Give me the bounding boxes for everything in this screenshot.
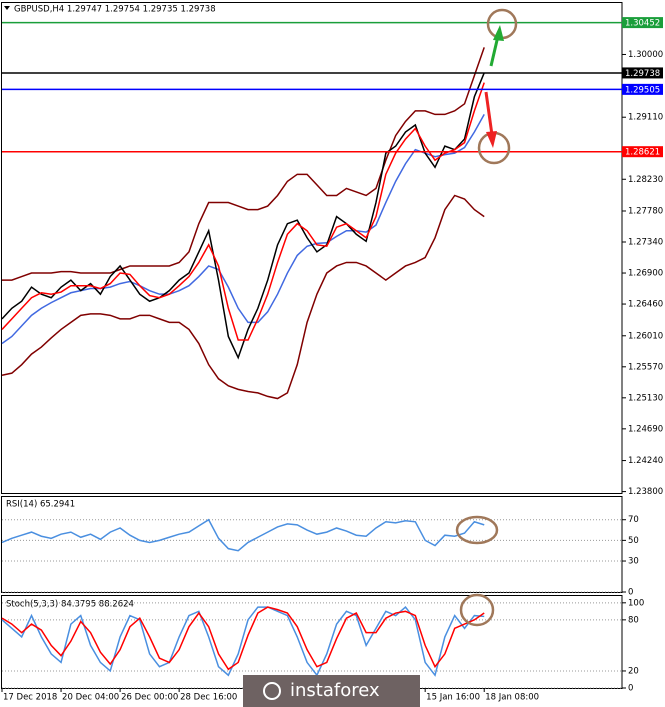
chart-title: GBPUSD,H4 1.29747 1.29754 1.29735 1.2973… [14,5,216,15]
rsi-panel [1,496,623,593]
arrow-down [484,91,494,136]
x-tick-label: 17 Dec 2018 [3,693,57,703]
y-tick-label: 1.25570 [628,362,663,372]
y-tick-label: 1.27340 [628,238,663,248]
x-tick-label: 28 Dec 16:00 [180,693,237,703]
arrow-head [493,25,504,41]
stoch-title: Stoch(5,3,3) 84.3795 88.2624 [6,600,134,610]
x-tick-label: 26 Dec 00:00 [121,693,178,703]
y-tick-label: 1.29110 [628,113,663,123]
series-line [1,72,485,360]
watermark-banner [243,675,420,707]
y-tick-label: 1.28230 [628,175,663,185]
level-label-box [622,67,663,79]
y-tick-label: 1.26460 [628,300,663,310]
series-line [1,518,485,552]
circle-annotation [459,593,495,627]
arrow-up [489,35,500,67]
y-tick-label: 1.30000 [628,50,663,60]
series-line [1,194,485,400]
watermark-text: instaforex [290,680,380,701]
rsi-title: RSI(14) 65.2941 [6,500,75,510]
level-label-box [622,83,663,95]
level-label: 1.29505 [625,85,660,95]
symbol-triangle [4,6,10,10]
y-tick-label: 1.24690 [628,424,663,434]
watermark: instaforex [243,675,420,707]
y-tick-label: 30 [628,557,639,567]
level-label: 1.28621 [625,148,660,158]
series-line [1,605,485,677]
y-tick-label: 1.24240 [628,456,663,466]
level-label: 1.29738 [625,69,660,79]
level-label-box [622,146,663,158]
x-tick-label: 15 Jan 16:00 [426,693,480,703]
y-tick-label: 1.26900 [628,269,663,279]
watermark-logo [263,682,281,700]
y-tick-label: 80 [628,615,639,625]
level-label: 1.30452 [625,19,660,29]
y-tick-label: 70 [628,515,639,525]
y-tick-label: 0 [628,684,633,694]
main-panel [1,2,623,494]
y-tick-label: 20 [628,666,639,676]
y-tick-label: 1.25130 [628,393,663,403]
y-tick-label: 50 [628,536,639,546]
series-line [2,47,485,281]
x-tick-label: 20 Dec 04:00 [62,693,119,703]
series-line [1,606,485,671]
y-tick-label: 1.27780 [628,206,663,216]
arrow-head [486,131,497,148]
y-tick-label: 1.26010 [628,331,663,341]
level-label-box [622,17,663,29]
y-tick-label: 1.23800 [628,487,663,497]
y-tick-label: 100 [628,598,644,608]
x-tick-label: 18 Jan 08:00 [485,693,539,703]
y-tick-label: 0 [628,588,633,598]
series-line [1,82,485,341]
stoch-panel [1,595,623,689]
annotations [455,8,518,627]
circle-annotation [455,515,499,545]
